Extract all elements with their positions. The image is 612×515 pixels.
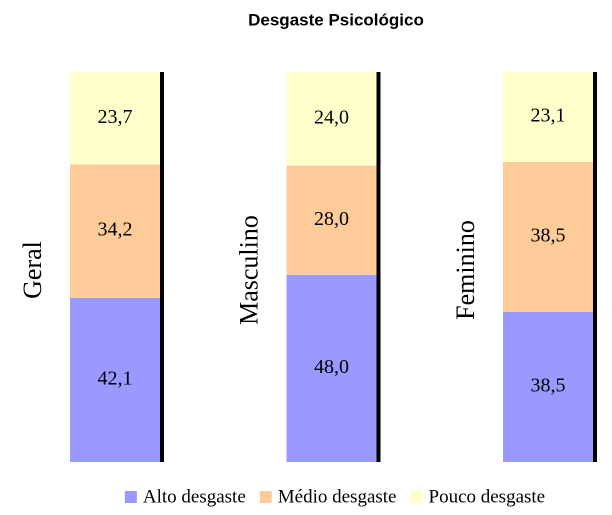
data-label: 23,1: [531, 105, 566, 127]
data-label: 23,7: [98, 106, 133, 128]
bar-segment: [503, 312, 593, 462]
category-label: Masculino: [234, 215, 263, 325]
data-label: 42,1: [98, 367, 133, 389]
bar-segment: [286, 165, 377, 275]
data-label: 38,5: [531, 225, 566, 247]
data-label: 34,2: [98, 219, 133, 241]
legend-swatch: [410, 491, 423, 503]
bar-segment: [286, 274, 377, 462]
data-label: 28,0: [314, 208, 349, 230]
category-label: Geral: [18, 241, 47, 299]
bar-segment: [70, 297, 160, 462]
legend-swatch: [124, 491, 137, 503]
bar-segment: [503, 162, 593, 312]
bar-segment: [70, 72, 160, 165]
bar-shadow: [593, 72, 597, 462]
legend-swatch: [259, 491, 272, 503]
bar-segment: [70, 164, 160, 298]
data-label: 24,0: [314, 106, 349, 128]
bar-segment: [286, 72, 377, 166]
category-label: Feminino: [451, 220, 480, 320]
legend-label: Pouco desgaste: [429, 486, 546, 507]
data-label: 48,0: [314, 356, 349, 378]
chart-title: Desgaste Psicológico: [248, 10, 424, 29]
bar-shadow: [376, 72, 381, 462]
legend-label: Alto desgaste: [143, 486, 246, 507]
data-label: 38,5: [531, 375, 566, 397]
bar-segment: [503, 72, 593, 162]
bar-shadow: [160, 72, 164, 462]
legend-label: Médio desgaste: [278, 486, 397, 507]
